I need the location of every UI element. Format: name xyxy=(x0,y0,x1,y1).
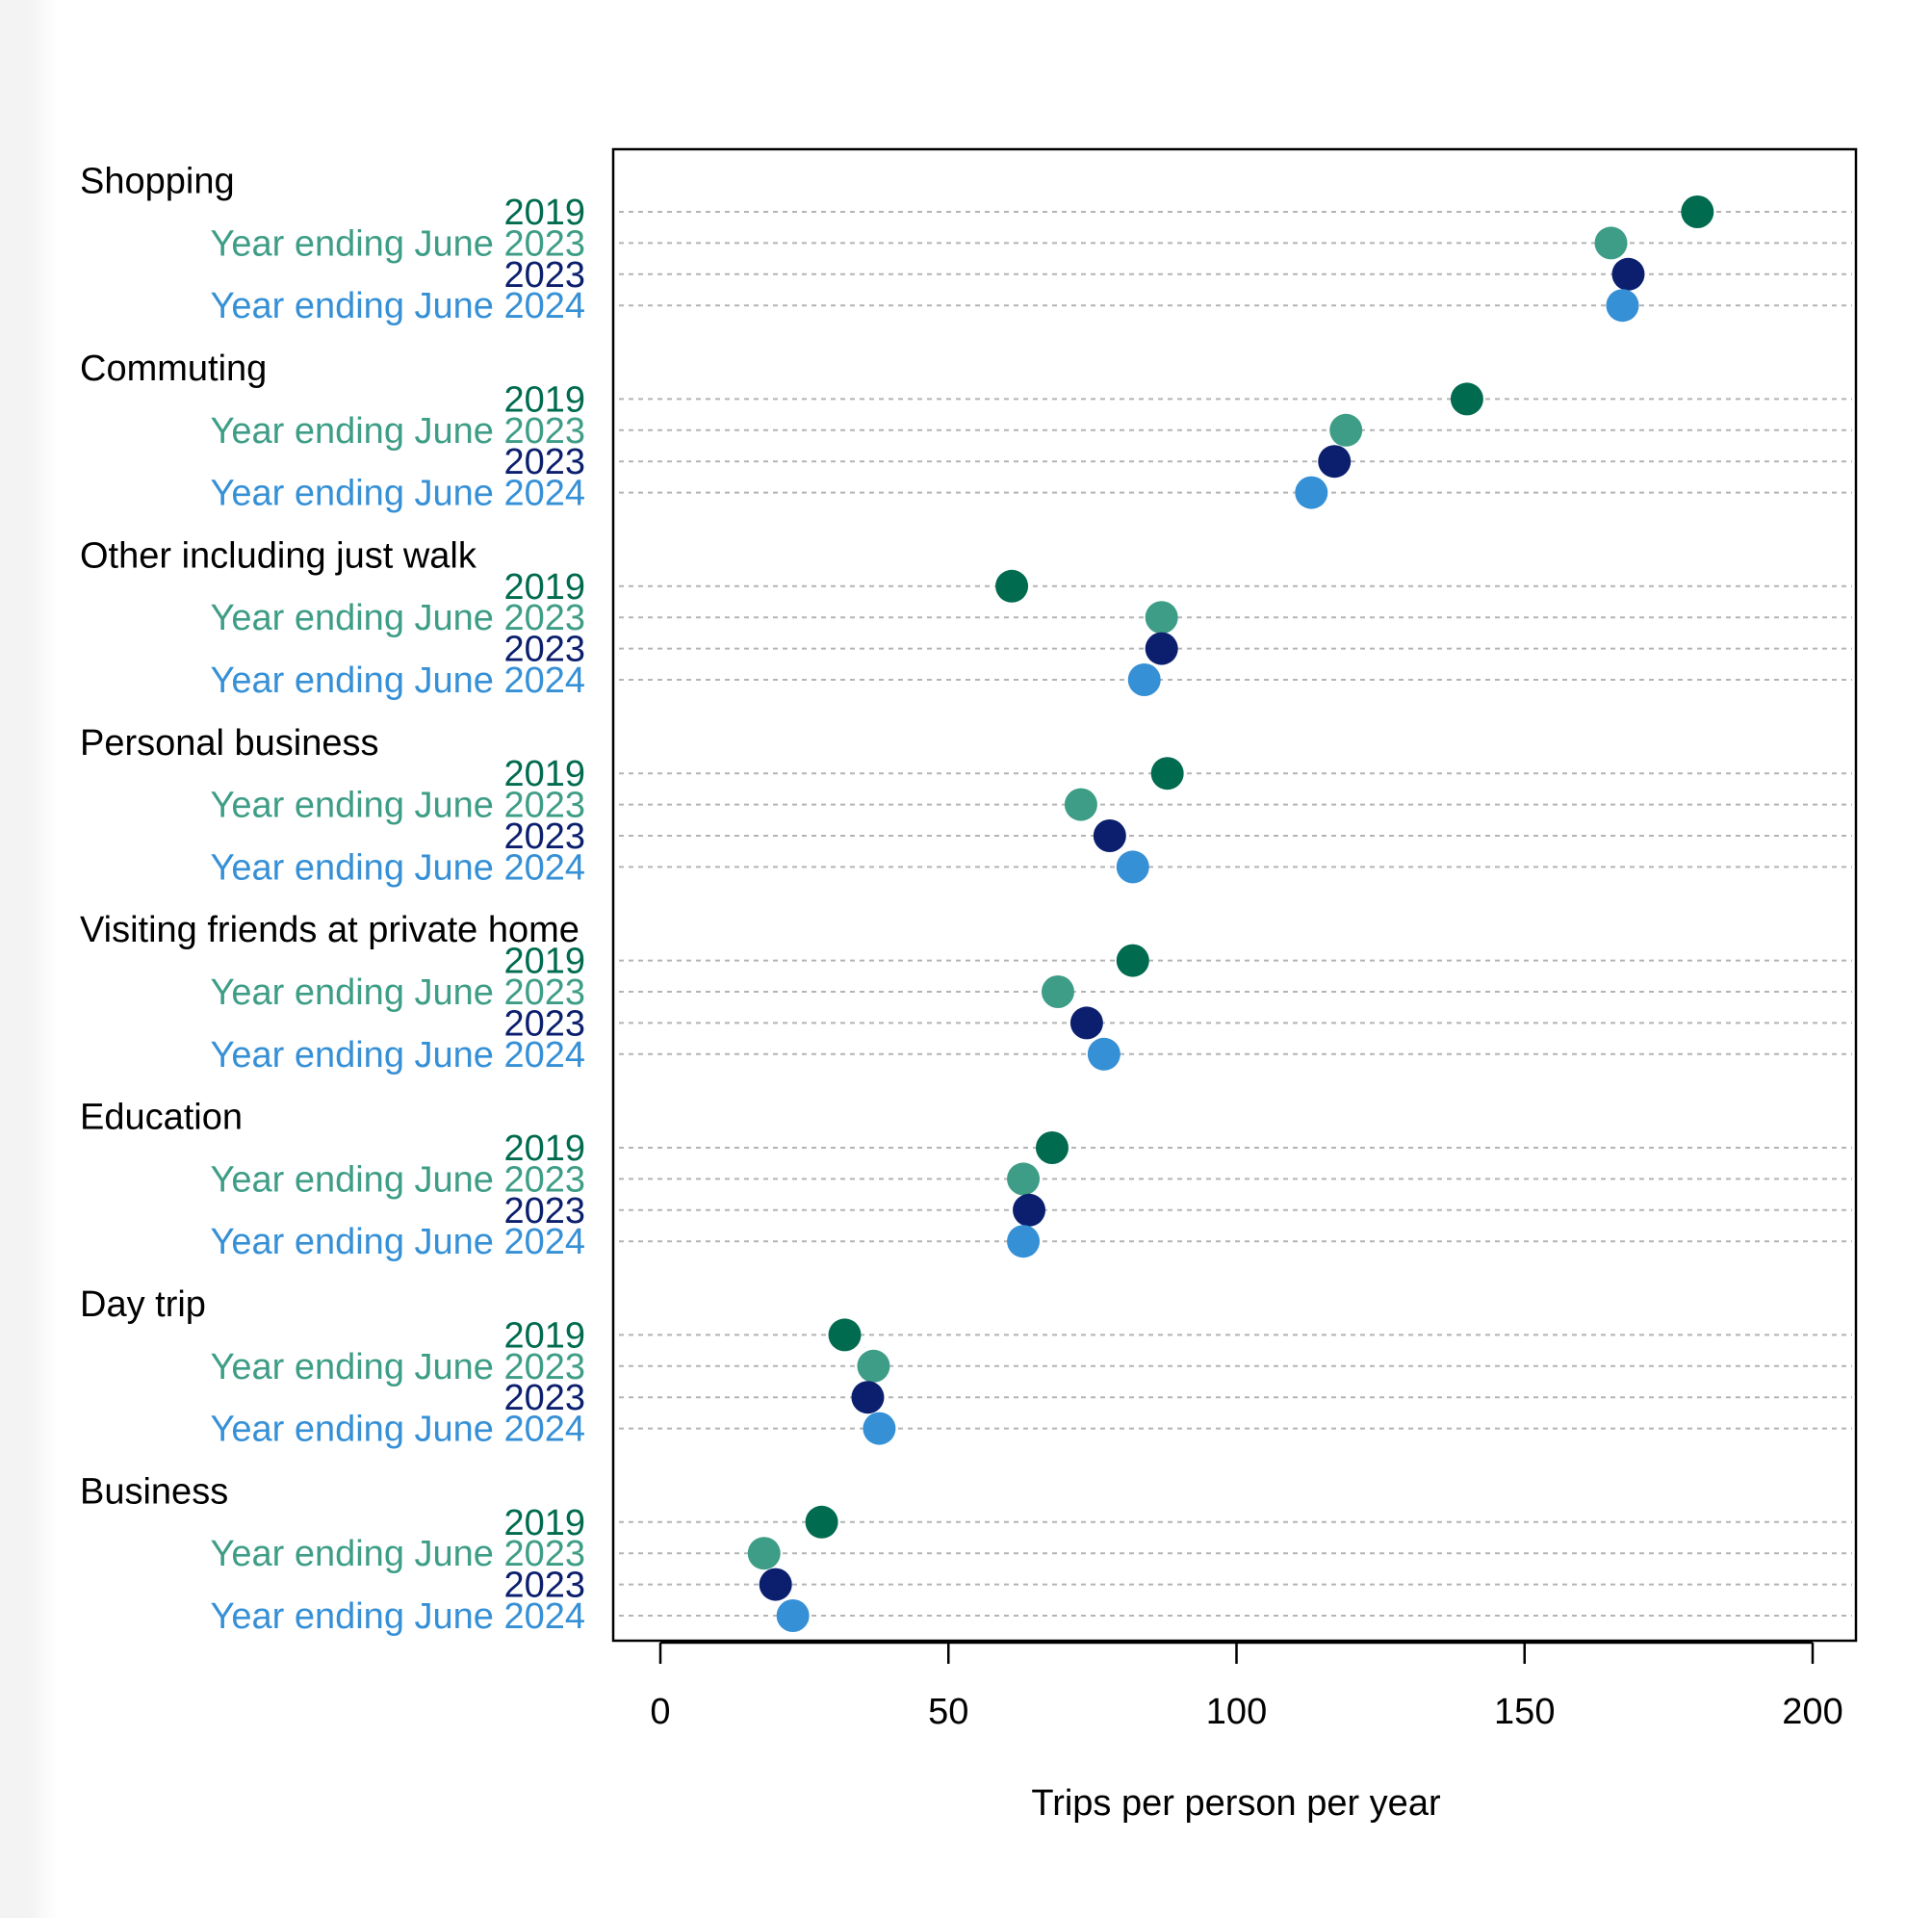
data-point xyxy=(1594,226,1628,260)
series-label: 2019 xyxy=(503,1128,585,1169)
series-label: 2023 xyxy=(503,255,585,296)
data-point xyxy=(1093,819,1126,852)
series-label: 2019 xyxy=(503,379,585,420)
data-point xyxy=(1329,413,1363,447)
x-axis: 0 50 100 150 200 xyxy=(650,1641,1843,1732)
series-label: 2019 xyxy=(503,942,585,982)
category-label: Day trip xyxy=(80,1284,206,1325)
x-tick-label: 200 xyxy=(1782,1692,1842,1732)
data-point xyxy=(1318,445,1352,479)
data-point xyxy=(747,1537,781,1570)
series-label: 2023 xyxy=(503,1191,585,1231)
data-point xyxy=(1611,257,1645,291)
data-point xyxy=(1116,850,1149,884)
series-label: Year ending June 2024 xyxy=(211,1035,586,1076)
series-label: 2019 xyxy=(503,754,585,794)
data-point xyxy=(1069,1006,1103,1040)
series-label: Year ending June 2023 xyxy=(211,972,586,1013)
series-label: Year ending June 2023 xyxy=(211,1347,586,1387)
data-point xyxy=(1013,1193,1046,1227)
category-label: Visiting friends at private home xyxy=(80,910,580,950)
data-point xyxy=(1041,975,1074,1008)
x-tick-label: 100 xyxy=(1206,1692,1267,1732)
series-label: Year ending June 2023 xyxy=(211,1534,586,1574)
series-label: Year ending June 2024 xyxy=(211,474,586,514)
data-point xyxy=(1295,476,1328,509)
series-label: Year ending June 2023 xyxy=(211,786,586,826)
data-point xyxy=(759,1568,792,1601)
data-point xyxy=(1150,757,1184,791)
series-label: Year ending June 2024 xyxy=(211,1410,586,1450)
series-label: 2023 xyxy=(503,630,585,670)
category-label: Personal business xyxy=(80,723,379,764)
x-tick-label: 150 xyxy=(1494,1692,1555,1732)
series-label: Year ending June 2023 xyxy=(211,598,586,638)
data-point xyxy=(1035,1131,1069,1164)
series-label: 2019 xyxy=(503,1503,585,1543)
data-point xyxy=(1116,944,1149,977)
series-label: 2023 xyxy=(503,816,585,857)
series-label: Year ending June 2024 xyxy=(211,847,586,888)
category-label: Other including just walk xyxy=(80,535,477,576)
data-point xyxy=(857,1349,890,1383)
x-axis-title: Trips per person per year xyxy=(1031,1783,1441,1824)
data-point xyxy=(1007,1162,1041,1196)
plot-frame xyxy=(611,147,1858,1643)
series-label: 2019 xyxy=(503,193,585,233)
data-point xyxy=(1087,1037,1121,1071)
series-label: 2023 xyxy=(503,1566,585,1606)
series-label: 2023 xyxy=(503,1378,585,1418)
category-label: Business xyxy=(80,1471,228,1512)
series-label: Year ending June 2023 xyxy=(211,223,586,264)
x-tick-label: 0 xyxy=(650,1692,670,1732)
data-point xyxy=(1007,1225,1041,1258)
series-label: 2019 xyxy=(503,567,585,608)
data-point xyxy=(1145,601,1178,635)
data-point xyxy=(851,1381,885,1414)
category-label: Commuting xyxy=(80,349,267,389)
category-label: Shopping xyxy=(80,162,235,202)
series-label: Year ending June 2024 xyxy=(211,1222,586,1262)
data-point xyxy=(1450,382,1483,416)
series-label: 2019 xyxy=(503,1315,585,1356)
series-label: Year ending June 2023 xyxy=(211,411,586,452)
data-point xyxy=(1681,195,1714,228)
data-point xyxy=(1064,788,1097,821)
data-points xyxy=(747,195,1714,1632)
series-label: Year ending June 2024 xyxy=(211,661,586,701)
data-point xyxy=(863,1412,896,1445)
category-label: Education xyxy=(80,1098,243,1138)
series-label: Year ending June 2024 xyxy=(211,1596,586,1637)
data-point xyxy=(805,1505,838,1539)
data-point xyxy=(776,1599,810,1632)
data-point xyxy=(1606,289,1639,323)
series-label: 2023 xyxy=(503,1003,585,1044)
data-point xyxy=(1127,663,1161,696)
series-label: 2023 xyxy=(503,442,585,482)
x-tick-label: 50 xyxy=(928,1692,968,1732)
series-label: Year ending June 2023 xyxy=(211,1159,586,1200)
grid-lines xyxy=(619,211,1852,1617)
series-label: Year ending June 2024 xyxy=(211,286,586,326)
data-point xyxy=(828,1318,862,1352)
data-point xyxy=(995,569,1029,603)
data-point xyxy=(1145,632,1178,665)
